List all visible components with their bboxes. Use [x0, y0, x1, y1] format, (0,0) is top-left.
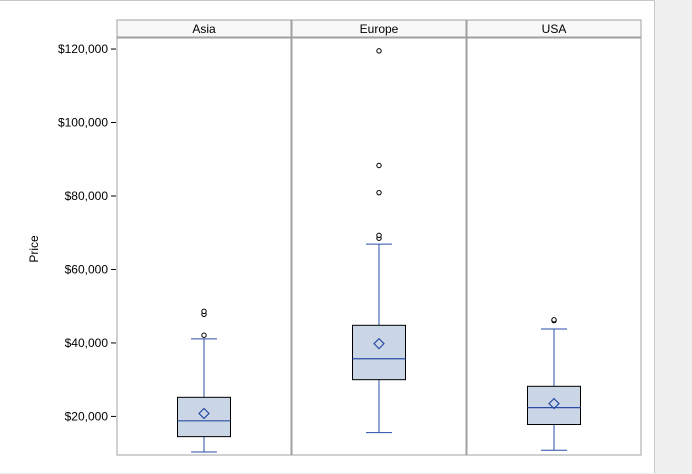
- box-plot-chart: Price $20,000 $40,000 $60,000 $80,000 $100,0…: [27, 19, 642, 456]
- iqr-box: [527, 385, 581, 426]
- panel-header-label: USA: [542, 22, 567, 36]
- panel-border: [466, 37, 642, 456]
- panel-header-label: Europe: [360, 22, 399, 36]
- outlier-point: [376, 232, 382, 238]
- panel-border: [291, 37, 467, 456]
- outlier-point: [376, 162, 382, 169]
- mean-marker: [198, 407, 210, 420]
- outlier-point: [201, 332, 207, 338]
- outlier-point: [201, 308, 207, 315]
- panel-header-label: Asia: [192, 22, 216, 36]
- outlier-point: [551, 317, 557, 323]
- mean-marker: [548, 397, 560, 410]
- y-tick-label: $120,000: [58, 42, 108, 56]
- y-axis-title: Price: [27, 235, 41, 263]
- chart-frame: Price $20,000 $40,000 $60,000 $80,000 $100,0…: [0, 0, 655, 473]
- panel-header: [116, 19, 292, 38]
- panel-header: [291, 19, 467, 38]
- y-tick-label: $60,000: [65, 262, 109, 276]
- y-tick-label: $100,000: [58, 116, 108, 130]
- iqr-box: [177, 396, 231, 438]
- mean-marker: [373, 337, 385, 350]
- outlier-point: [376, 48, 382, 54]
- panel-border: [116, 37, 292, 456]
- iqr-box: [352, 324, 406, 381]
- y-tick-label: $20,000: [65, 409, 109, 423]
- panel-header: [466, 19, 642, 38]
- outlier-point: [376, 189, 382, 196]
- y-tick-label: $40,000: [65, 336, 109, 350]
- y-tick-label: $80,000: [65, 189, 109, 203]
